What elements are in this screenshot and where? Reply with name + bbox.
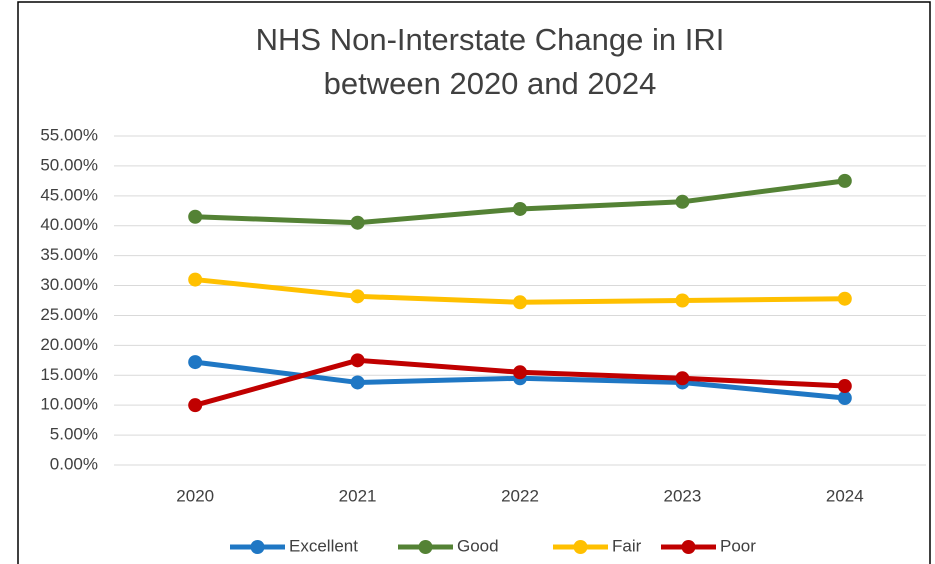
y-tick-label: 20.00% xyxy=(40,335,98,354)
legend-marker xyxy=(681,540,696,554)
data-point xyxy=(350,289,365,304)
legend-label: Good xyxy=(457,536,499,555)
data-point xyxy=(188,209,203,224)
legend-label: Fair xyxy=(612,536,642,555)
x-tick-label: 2021 xyxy=(339,486,377,505)
data-point xyxy=(837,379,852,394)
y-tick-label: 15.00% xyxy=(40,365,98,384)
x-tick-label: 2022 xyxy=(501,486,539,505)
chart-frame xyxy=(17,1,931,564)
x-tick-label: 2024 xyxy=(826,486,864,505)
data-point xyxy=(513,365,527,380)
y-tick-label: 45.00% xyxy=(40,185,98,204)
data-point xyxy=(513,201,527,216)
data-point xyxy=(837,291,852,306)
y-tick-label: 0.00% xyxy=(50,454,98,473)
data-point xyxy=(188,272,203,287)
data-point xyxy=(350,353,365,368)
data-point xyxy=(350,375,365,390)
data-point xyxy=(837,391,852,406)
x-tick-label: 2023 xyxy=(663,486,701,505)
y-tick-label: 10.00% xyxy=(40,395,98,414)
y-tick-label: 50.00% xyxy=(40,155,98,174)
legend-label: Excellent xyxy=(289,536,358,555)
x-tick-label: 2020 xyxy=(176,486,214,505)
legend-marker xyxy=(418,540,433,554)
series-line xyxy=(195,178,846,226)
data-point xyxy=(675,371,690,386)
chart-title: NHS Non-Interstate Change in IRI between… xyxy=(255,22,725,101)
data-point xyxy=(675,293,690,308)
y-tick-label: 40.00% xyxy=(40,215,98,234)
y-tick-label: 30.00% xyxy=(40,275,98,294)
data-point xyxy=(513,295,527,310)
data-point xyxy=(350,215,365,230)
y-tick-label: 5.00% xyxy=(50,425,98,444)
data-point xyxy=(675,194,690,209)
y-tick-label: 55.00% xyxy=(40,125,98,144)
legend-marker xyxy=(250,540,265,554)
data-point xyxy=(837,173,852,188)
legend-marker xyxy=(573,540,588,554)
y-tick-label: 35.00% xyxy=(40,245,98,264)
data-point xyxy=(188,398,203,413)
y-tick-label: 25.00% xyxy=(40,305,98,324)
legend-label: Poor xyxy=(720,536,756,555)
data-point xyxy=(188,355,203,370)
